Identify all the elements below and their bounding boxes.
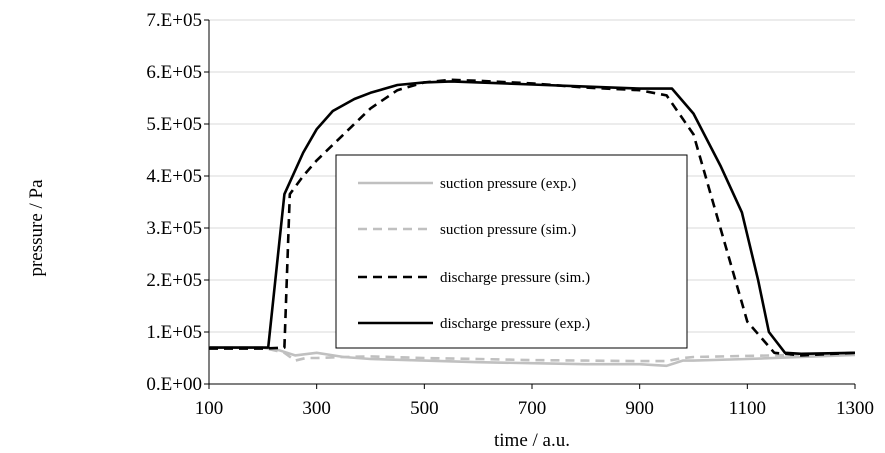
tick-labels: 0.E+00 1.E+05 2.E+05 3.E+05 4.E+05 5.E+05 6.E+… <box>146 10 874 419</box>
y-tick-label-5: 5.E+05 <box>146 114 202 135</box>
legend-label-2: discharge pressure (sim.) <box>440 270 590 286</box>
y-tick-label-6: 6.E+05 <box>146 62 202 83</box>
y-tick-label-1: 1.E+05 <box>146 322 202 343</box>
y-tick-label-2: 2.E+05 <box>146 270 202 291</box>
x-tick-label-3: 700 <box>518 398 547 419</box>
series-lines <box>209 78 856 368</box>
series-line-3 <box>209 80 856 356</box>
y-tick-label-7: 7.E+05 <box>146 10 202 31</box>
legend-label-0: suction pressure (exp.) <box>440 176 576 192</box>
legend: suction pressure (exp.) suction pressure … <box>335 154 688 349</box>
x-tick-label-2: 500 <box>410 398 439 419</box>
y-tick-label-4: 4.E+05 <box>146 166 202 187</box>
legend-box <box>335 154 688 349</box>
series-line-2 <box>209 78 856 357</box>
y-tick-label-0: 0.E+00 <box>146 374 202 395</box>
x-tick-label-1: 300 <box>302 398 331 419</box>
x-tick-label-6: 1300 <box>836 398 874 419</box>
axes <box>204 19 856 389</box>
legend-label-1: suction pressure (sim.) <box>440 222 576 238</box>
series-line-1 <box>209 346 856 363</box>
x-tick-label-4: 900 <box>625 398 654 419</box>
y-tick-label-3: 3.E+05 <box>146 218 202 239</box>
legend-label-3: discharge pressure (exp.) <box>440 316 590 332</box>
x-tick-label-0: 100 <box>195 398 224 419</box>
y-axis-title: pressure / Pa <box>26 179 47 277</box>
series-line-0 <box>209 346 856 368</box>
x-tick-label-5: 1100 <box>729 398 766 419</box>
x-axis-title: time / a.u. <box>494 430 570 451</box>
